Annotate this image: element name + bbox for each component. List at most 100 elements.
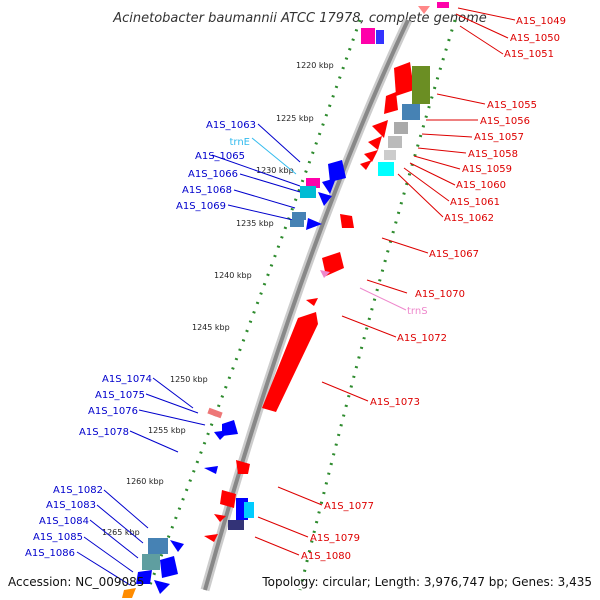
feature-arrow <box>204 534 218 542</box>
feature-box <box>228 520 244 530</box>
feature-arrow <box>320 270 330 278</box>
feature-box <box>394 122 408 134</box>
gene-label-a1s-1051[interactable]: A1S_1051 <box>504 49 554 60</box>
feature-arrow <box>372 120 388 138</box>
gene-label-a1s-1072[interactable]: A1S_1072 <box>397 333 447 344</box>
feature-box <box>384 150 396 160</box>
feature-arrow <box>136 570 152 584</box>
scale-label: 1260 kbp <box>126 477 164 486</box>
feature-box <box>361 28 375 44</box>
gene-label-a1s-1050[interactable]: A1S_1050 <box>510 33 560 44</box>
feature-arrow <box>368 136 382 150</box>
scale-label: 1250 kbp <box>170 375 208 384</box>
gene-label-a1s-1058[interactable]: A1S_1058 <box>468 149 518 160</box>
genome-title: Acinetobacter baumannii ATCC 17978, comp… <box>112 11 487 26</box>
feature-arrow <box>214 430 230 440</box>
topology-text: Topology: circular; Length: 3,976,747 bp… <box>261 575 592 589</box>
scale-label: 1265 kbp <box>102 528 140 537</box>
left-connectors <box>76 123 301 586</box>
feature-arrow <box>204 466 218 474</box>
trna-label-trns[interactable]: trnS <box>407 306 428 317</box>
feature-box <box>207 407 223 419</box>
gene-label-a1s-1084[interactable]: A1S_1084 <box>39 516 89 527</box>
gene-label-a1s-1055[interactable]: A1S_1055 <box>487 100 537 111</box>
feature-arrow <box>170 540 184 552</box>
gene-label-a1s-1082[interactable]: A1S_1082 <box>53 485 103 496</box>
feature-box <box>292 212 306 220</box>
feature-arrow <box>220 490 236 508</box>
feature-arrow <box>418 6 430 14</box>
feature-box <box>306 178 320 188</box>
gene-label-a1s-1065[interactable]: A1S_1065 <box>195 151 245 162</box>
gene-label-a1s-1049[interactable]: A1S_1049 <box>516 16 566 27</box>
gene-label-a1s-1059[interactable]: A1S_1059 <box>462 164 512 175</box>
gene-label-a1s-1078[interactable]: A1S_1078 <box>79 427 129 438</box>
scale-label: 1245 kbp <box>192 323 230 332</box>
gene-label-a1s-1057[interactable]: A1S_1057 <box>474 132 524 143</box>
feature-arrow <box>318 192 332 206</box>
feature-box <box>300 186 316 198</box>
feature-box <box>290 220 304 227</box>
feature-arrow <box>322 252 344 276</box>
left-gene-labels: A1S_1063 trnE A1S_1065 A1S_1066 A1S_1068… <box>25 120 256 559</box>
feature-arrow <box>214 514 226 522</box>
feature-arrow <box>262 312 318 412</box>
gene-label-a1s-1079[interactable]: A1S_1079 <box>310 533 360 544</box>
gene-label-a1s-1077[interactable]: A1S_1077 <box>324 501 374 512</box>
feature-box <box>142 554 160 570</box>
gene-label-a1s-1080[interactable]: A1S_1080 <box>301 551 351 562</box>
gene-label-a1s-1067[interactable]: A1S_1067 <box>429 249 479 260</box>
trna-label-trne[interactable]: trnE <box>229 137 250 148</box>
gene-label-a1s-1061[interactable]: A1S_1061 <box>450 197 500 208</box>
gene-label-a1s-1074[interactable]: A1S_1074 <box>102 374 152 385</box>
gene-label-a1s-1086[interactable]: A1S_1086 <box>25 548 75 559</box>
gene-label-a1s-1075[interactable]: A1S_1075 <box>95 390 145 401</box>
feature-arrow <box>394 62 414 96</box>
feature-box <box>388 136 402 148</box>
genome-backbone <box>203 19 410 591</box>
feature-box <box>376 30 384 44</box>
accession-text: Accession: NC_009085 <box>8 575 144 589</box>
feature-arrow <box>328 160 346 182</box>
feature-box <box>402 104 420 120</box>
feature-box <box>437 2 449 8</box>
gene-label-a1s-1066[interactable]: A1S_1066 <box>188 169 238 180</box>
feature-arrow <box>384 92 398 114</box>
feature-arrow <box>364 150 378 162</box>
feature-arrow <box>322 178 336 194</box>
feature-arrow <box>340 214 354 228</box>
feature-box <box>378 162 394 176</box>
gene-label-a1s-1070[interactable]: A1S_1070 <box>415 289 465 300</box>
feature-arrow <box>154 580 170 594</box>
feature-arrow <box>122 588 136 598</box>
gene-label-a1s-1068[interactable]: A1S_1068 <box>182 185 232 196</box>
scale-label: 1235 kbp <box>236 219 274 228</box>
feature-box <box>244 502 254 518</box>
feature-box <box>412 66 430 104</box>
gene-label-a1s-1085[interactable]: A1S_1085 <box>33 532 83 543</box>
feature-tracks <box>122 2 449 598</box>
genome-backbone-shadow <box>200 18 413 592</box>
right-gene-labels: A1S_1049 A1S_1050 A1S_1051 A1S_1055 A1S_… <box>301 16 566 562</box>
gene-label-a1s-1060[interactable]: A1S_1060 <box>456 180 506 191</box>
gene-label-a1s-1073[interactable]: A1S_1073 <box>370 397 420 408</box>
scale-label: 1240 kbp <box>214 271 252 280</box>
feature-arrow <box>236 460 250 474</box>
gene-label-a1s-1056[interactable]: A1S_1056 <box>480 116 530 127</box>
scale-label: 1230 kbp <box>256 166 294 175</box>
feature-box <box>148 538 168 554</box>
feature-arrow <box>306 218 322 230</box>
scale-track <box>146 19 362 591</box>
gene-label-a1s-1069[interactable]: A1S_1069 <box>176 201 226 212</box>
scale-label: 1220 kbp <box>296 61 334 70</box>
feature-arrow <box>160 556 178 578</box>
gene-label-a1s-1063[interactable]: A1S_1063 <box>206 120 256 131</box>
scale-label: 1255 kbp <box>148 426 186 435</box>
scale-labels: 1220 kbp 1225 kbp 1230 kbp 1235 kbp 1240… <box>102 61 334 537</box>
gene-label-a1s-1083[interactable]: A1S_1083 <box>46 500 96 511</box>
gene-label-a1s-1076[interactable]: A1S_1076 <box>88 406 138 417</box>
right-connectors <box>254 7 516 556</box>
scale-label: 1225 kbp <box>276 114 314 123</box>
gene-label-a1s-1062[interactable]: A1S_1062 <box>444 213 494 224</box>
